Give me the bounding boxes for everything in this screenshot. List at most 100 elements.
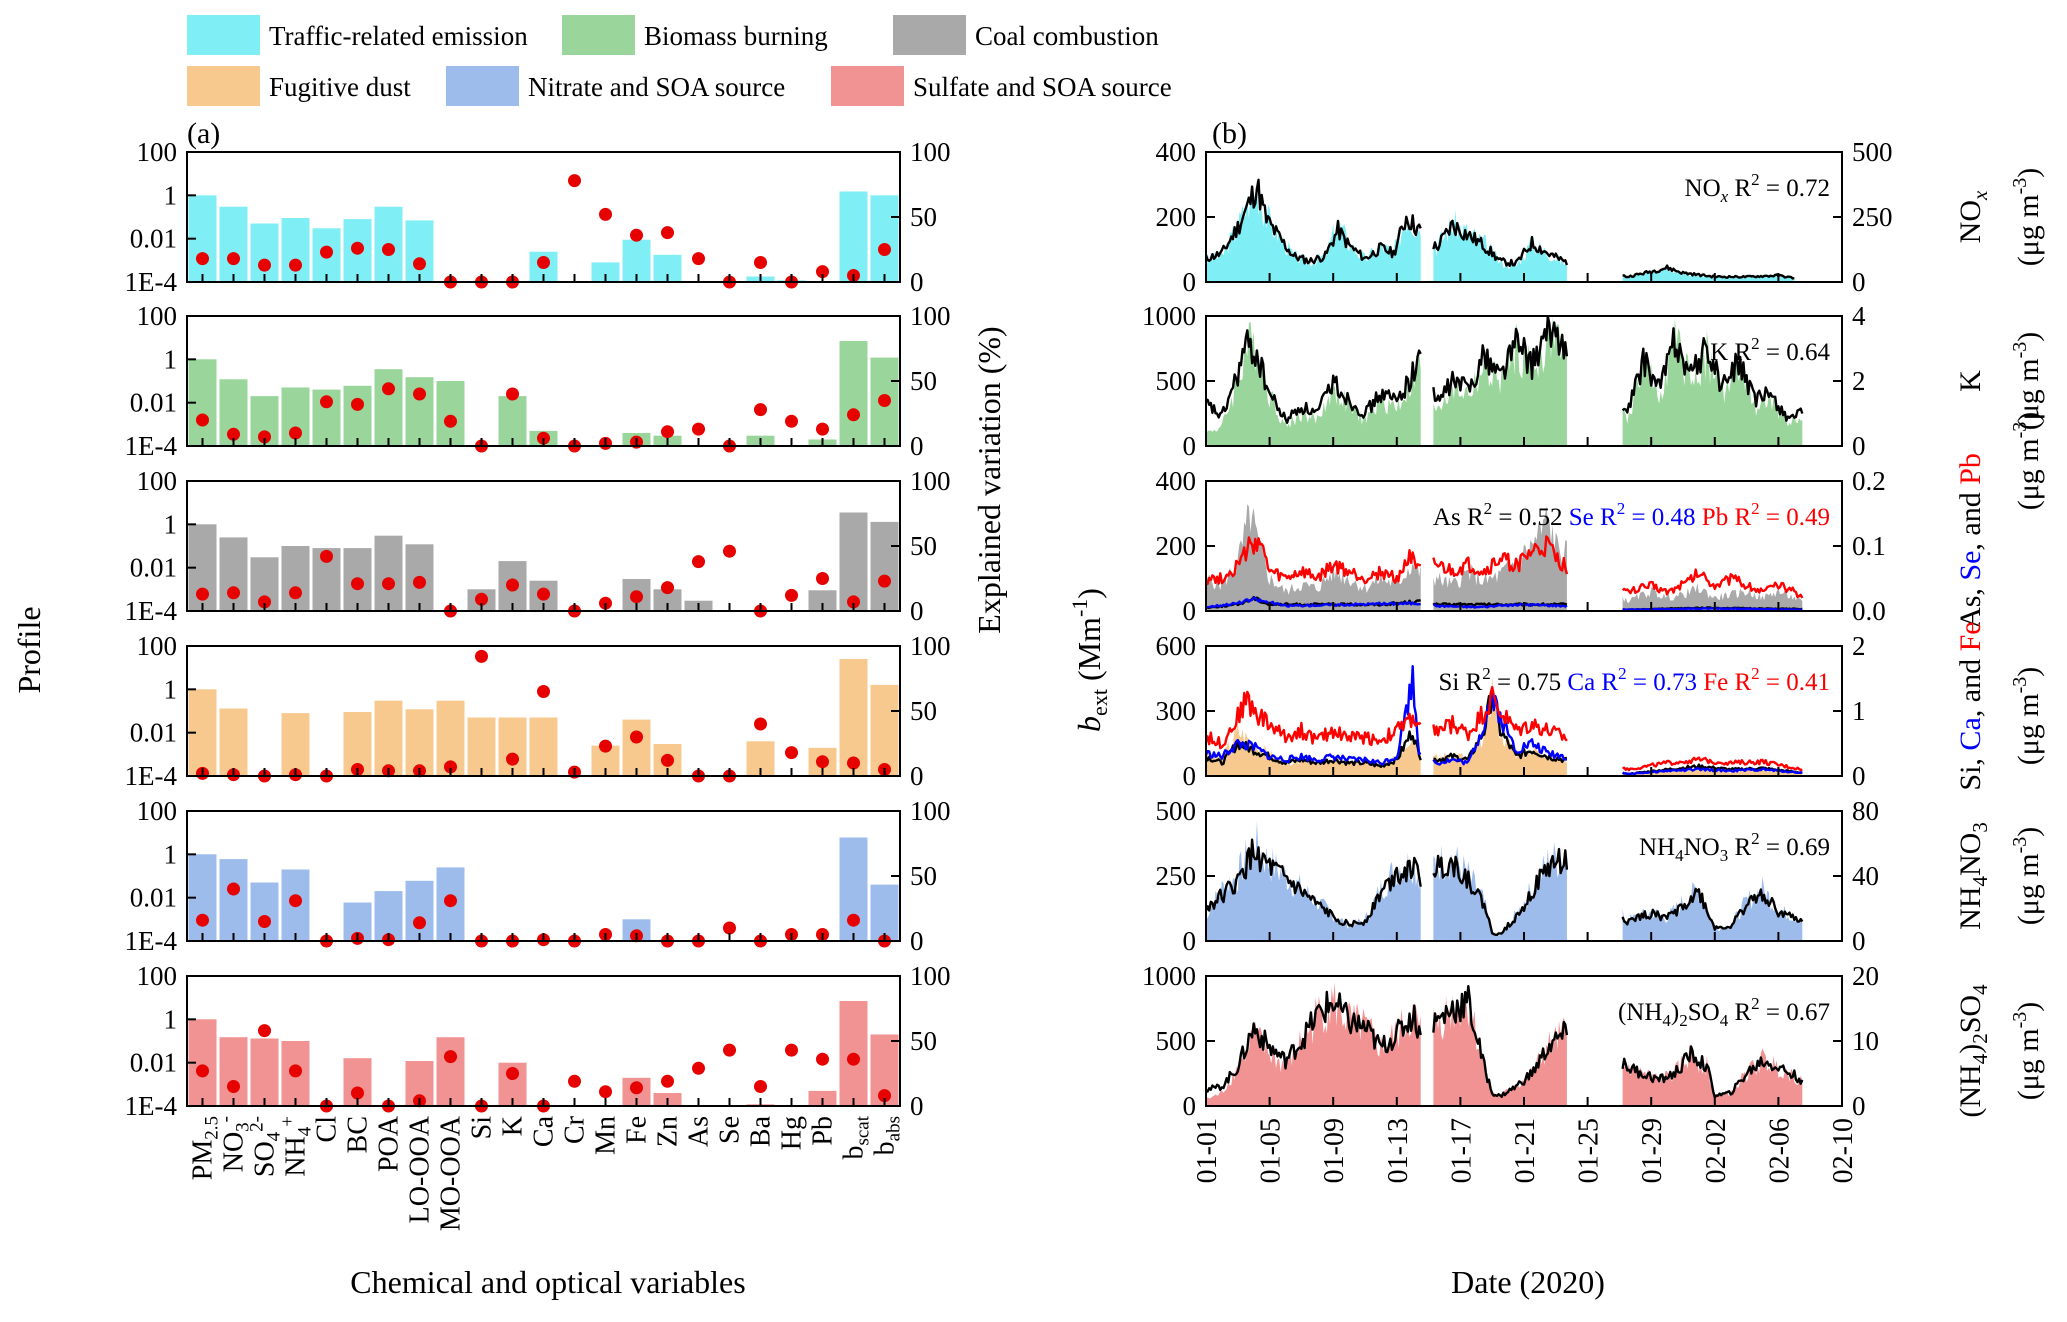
- y-tick-label: 1: [164, 839, 178, 869]
- explained-variation-dot: [785, 746, 798, 760]
- explained-variation-dot: [227, 427, 240, 441]
- explained-variation-dot: [568, 1074, 581, 1088]
- variable-label-sub: abs: [884, 1116, 905, 1141]
- profile-bar: [219, 708, 248, 776]
- variable-label: NH4+: [278, 1116, 316, 1177]
- legend-label: Traffic-related emission: [269, 21, 528, 51]
- profile-subplot: 100 1 0.01 1E-4 100 50 0: [125, 961, 951, 1121]
- profile-bar: [870, 684, 899, 776]
- tracer-line: [1621, 887, 1804, 931]
- legend-swatch: [187, 66, 260, 106]
- variable-label-main: Ca: [529, 1115, 560, 1147]
- explained-variation-dot: [847, 1052, 860, 1066]
- unit-label-close: ): [2012, 412, 2045, 422]
- r2-annotation-part: 2: [1679, 1011, 1688, 1030]
- r2-annotation-part: NH: [1639, 834, 1675, 861]
- variable-label: BC: [343, 1116, 374, 1153]
- explained-variation-dot: [413, 257, 426, 271]
- r2-annotation: K R2 = 0.64: [1710, 334, 1830, 366]
- profile-bar: [839, 191, 868, 282]
- y-tick-label: 0: [1183, 761, 1197, 791]
- explained-variation-dot: [754, 1080, 767, 1093]
- tracer-line: [1432, 219, 1569, 267]
- variable-label-sub: 4: [264, 1131, 285, 1141]
- r2-annotation-part: 2: [1751, 499, 1760, 518]
- variable-label-main: BC: [343, 1116, 374, 1153]
- bext-area: [1622, 267, 1795, 282]
- y-right-tick-label: 0: [910, 431, 924, 461]
- r2-annotation-part: = 0.67: [1760, 999, 1830, 1026]
- r2-annotation-part: Ca R: [1567, 669, 1618, 696]
- y-tick-label: 0: [1183, 267, 1197, 297]
- y-tick-label: 1: [164, 1004, 178, 1034]
- profile-bar: [529, 717, 558, 776]
- r2-annotation-part: x: [1720, 187, 1729, 206]
- explained-variation-dot: [816, 265, 829, 279]
- y-tick-label: 400: [1156, 137, 1197, 167]
- unit-label-main: (μg m: [2012, 693, 2045, 765]
- y-tick-label: 600: [1156, 631, 1197, 661]
- y-tick-label: 1000: [1142, 961, 1196, 991]
- profile-bar: [870, 195, 899, 282]
- explained-variation-dot: [661, 1074, 674, 1088]
- r2-annotation-part: (NH: [1618, 999, 1662, 1026]
- y-tick-label: 0: [1183, 431, 1197, 461]
- explained-variation-dot: [413, 387, 426, 401]
- y-right-tick-label: 50: [910, 696, 937, 726]
- y-right-tick-label: 50: [910, 531, 937, 561]
- tracer-label-sub: x: [1968, 190, 1992, 201]
- explained-variation-dot: [816, 422, 829, 436]
- legend-swatch: [562, 15, 635, 55]
- explained-variation-dot: [847, 595, 860, 609]
- y-tick-label: 200: [1156, 202, 1197, 232]
- tracer-label-sub: 4: [1968, 984, 1992, 995]
- tracer-label: NH4NO3: [1954, 822, 1992, 930]
- y-right-tick-label: 100: [910, 631, 951, 661]
- explained-variation-dot: [816, 755, 829, 769]
- variable-label-main: NO: [219, 1132, 250, 1172]
- explained-variation-dot: [320, 549, 333, 563]
- tracer-line: [1205, 990, 1422, 1093]
- tracer-label-part: NH: [1954, 887, 1987, 930]
- r2-annotation-part: = 0.73: [1627, 669, 1704, 696]
- r2-annotation-part: Fe R: [1703, 669, 1751, 696]
- y-right-tick-label: 0: [910, 267, 924, 297]
- bext-area: [1433, 316, 1567, 446]
- y-tick-label: 1E-4: [125, 926, 178, 956]
- profile-subplot: 100 1 0.01 1E-4 100 50 0: [125, 631, 951, 791]
- y-right-tick-label: 100: [910, 796, 951, 826]
- y-tick-label: 300: [1156, 696, 1197, 726]
- profile-bar: [808, 590, 837, 611]
- explained-variation-dot: [878, 1089, 891, 1103]
- variable-label-main: Mn: [591, 1116, 622, 1155]
- y-tick-label: 1E-4: [125, 1091, 178, 1121]
- bext-area: [1206, 504, 1421, 611]
- r2-annotation-part: = 0.75: [1491, 669, 1568, 696]
- date-tick-label: 01-01: [1192, 1118, 1223, 1183]
- y-tick-label: 100: [137, 961, 178, 991]
- tracer-label-sub: 4: [1968, 1053, 1992, 1064]
- explained-variation-dot: [847, 913, 860, 927]
- variable-label-main: PM: [188, 1140, 219, 1181]
- explained-variation-dot: [351, 397, 364, 411]
- profile-bar: [622, 719, 651, 776]
- tracer-line: [1204, 838, 1422, 928]
- unit-label-close: ): [2012, 667, 2045, 677]
- profile-bar: [436, 1037, 465, 1106]
- bext-area: [1433, 842, 1567, 941]
- tracer-line: [1433, 602, 1568, 609]
- r2-annotation-part: Se R: [1569, 504, 1617, 531]
- legend-swatch: [446, 66, 519, 106]
- explained-variation-dot: [661, 581, 674, 595]
- timeseries-subplot: 0 250 500 0 40 80 NH4NO3 R2 = 0.69: [1156, 796, 1880, 956]
- date-tick-label: 01-17: [1446, 1118, 1477, 1183]
- explained-variation-dot: [227, 586, 240, 600]
- unit-label-sup: -3: [2009, 837, 2031, 854]
- r2-annotation-part: Si R: [1439, 669, 1483, 696]
- variable-label-main: POA: [374, 1115, 405, 1172]
- y-tick-label: 0.01: [130, 224, 177, 254]
- y-tick-label: 1: [164, 509, 178, 539]
- r2-annotation-part: ): [1671, 999, 1679, 1026]
- r2-annotation-part: SO: [1688, 999, 1720, 1026]
